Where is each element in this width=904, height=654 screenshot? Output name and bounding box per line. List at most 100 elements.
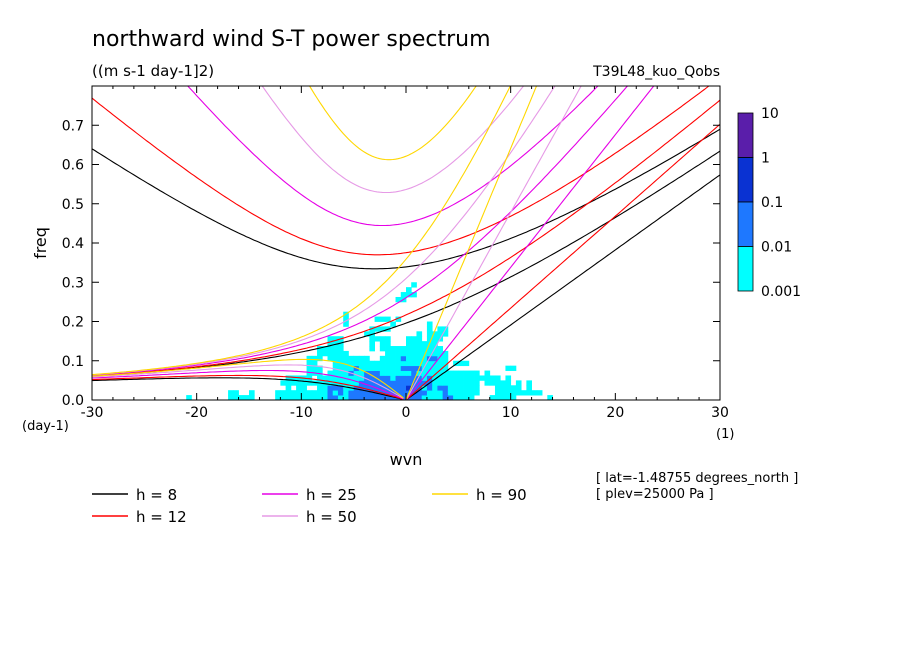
heatmap-cell xyxy=(337,370,344,376)
heatmap-cell xyxy=(275,390,281,396)
heatmap-cell xyxy=(306,360,313,367)
heatmap-cell xyxy=(379,355,386,362)
heatmap-cell xyxy=(406,336,412,342)
heatmap-cell xyxy=(327,390,334,396)
heatmap-cell xyxy=(322,346,328,352)
heatmap-cell xyxy=(426,390,433,396)
x-tick-label: 30 xyxy=(711,405,729,421)
heatmap-cell xyxy=(369,390,375,396)
heatmap-cell xyxy=(327,336,334,342)
heatmap-cell xyxy=(411,360,417,367)
heatmap-cell xyxy=(385,380,391,386)
heatmap-cell xyxy=(390,360,396,367)
heatmap-cell xyxy=(442,365,449,371)
heatmap-cell xyxy=(322,380,328,386)
heatmap-cell xyxy=(228,390,234,396)
heatmap-cell xyxy=(275,395,281,400)
heatmap-cell xyxy=(395,380,402,386)
heatmap-cell xyxy=(374,360,381,367)
heatmap-cell xyxy=(505,380,512,386)
heatmap-cell xyxy=(437,360,444,367)
heatmap-cell xyxy=(494,375,501,381)
heatmap-cell xyxy=(385,355,391,362)
heatmap-cell xyxy=(416,360,423,367)
heatmap-cell xyxy=(290,380,297,386)
heatmap-cell xyxy=(489,380,496,386)
heatmap-cell xyxy=(243,395,250,400)
heatmap-cell xyxy=(301,395,307,400)
x-tick-label: -10 xyxy=(290,405,313,421)
heatmap-cell xyxy=(505,375,512,381)
chart-subtitle: ((m s-1 day-1]2) xyxy=(92,62,214,80)
heatmap-cell xyxy=(463,385,470,391)
heatmap-cell xyxy=(364,355,370,362)
heatmap-cell xyxy=(306,370,313,376)
heatmap-cell xyxy=(437,350,444,357)
heatmap-cell xyxy=(395,390,402,396)
heatmap-cell xyxy=(421,395,428,400)
heatmap-cell xyxy=(474,390,480,396)
heatmap-cell xyxy=(337,390,344,396)
heatmap-cell xyxy=(494,395,501,400)
heatmap-cell xyxy=(395,375,402,381)
heatmap-cell xyxy=(400,365,407,371)
heatmap-cell xyxy=(322,390,328,396)
heatmap-cell xyxy=(317,350,323,357)
heatmap-cell xyxy=(453,375,459,381)
heatmap-cell xyxy=(442,375,449,381)
heatmap-cell xyxy=(442,350,449,357)
heatmap-cell xyxy=(332,350,339,357)
heatmap-cell xyxy=(379,375,386,381)
heatmap-cell xyxy=(358,395,365,400)
heatmap-cell xyxy=(416,370,423,376)
heatmap-cell xyxy=(317,365,323,371)
heatmap-cell xyxy=(406,346,412,352)
heatmap-cell xyxy=(474,375,480,381)
heatmap-cell xyxy=(432,385,438,391)
heatmap-cell xyxy=(458,360,464,367)
heatmap-cell xyxy=(364,385,370,391)
legend-label-h25: h = 25 xyxy=(306,486,357,504)
heatmap-cell xyxy=(343,360,349,367)
heatmap-cell xyxy=(343,370,349,376)
colorbar-label: 0.001 xyxy=(761,284,801,300)
heatmap-cell xyxy=(400,346,407,352)
heatmap-cell xyxy=(484,380,491,386)
x-tick-label: 0 xyxy=(402,405,411,421)
heatmap-cell xyxy=(332,341,339,347)
heatmap-cell xyxy=(233,395,239,400)
heatmap-cell xyxy=(442,355,449,362)
heatmap-cell xyxy=(228,395,234,400)
heatmap-cell xyxy=(369,370,375,376)
heatmap-cell xyxy=(510,365,517,371)
heatmap-cell xyxy=(379,346,386,352)
heatmap-cell xyxy=(447,390,454,396)
heatmap-cell xyxy=(411,350,417,357)
mrg-curve-h50 xyxy=(92,86,556,376)
heatmap-cell xyxy=(390,395,396,400)
y-tick-label: 0.4 xyxy=(62,236,84,252)
heatmap-cell xyxy=(505,390,512,396)
heatmap-cell xyxy=(374,316,381,322)
heatmap-cell xyxy=(390,355,396,362)
heatmap-cell xyxy=(400,360,407,367)
colorbar: 10 1 0.1 0.01 0.001 xyxy=(737,106,801,300)
heatmap-cell xyxy=(416,390,423,396)
heatmap-cell xyxy=(327,370,334,376)
heatmap-cell xyxy=(390,370,396,376)
heatmap-cell xyxy=(280,395,287,400)
heatmap-cell xyxy=(458,375,464,381)
heatmap-cell xyxy=(416,331,423,337)
heatmap-cell xyxy=(421,360,428,367)
heatmap-cell xyxy=(296,385,302,391)
heatmap-cell xyxy=(421,350,428,357)
heatmap-cell xyxy=(385,395,391,400)
heatmap-cell xyxy=(301,390,307,396)
heatmap-cell xyxy=(411,292,417,298)
heatmap-cell xyxy=(306,380,313,386)
heatmap-cell xyxy=(474,385,480,391)
heatmap-cell xyxy=(390,375,396,381)
heatmap-cell xyxy=(474,380,480,386)
heatmap-cell xyxy=(474,370,480,376)
